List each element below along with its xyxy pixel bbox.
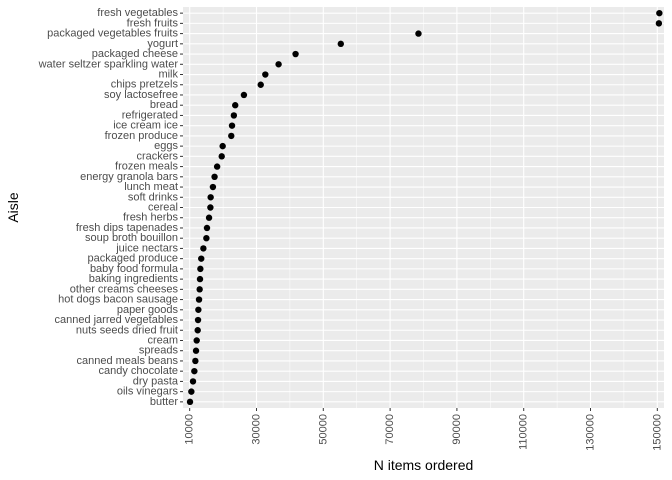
- data-point: [656, 9, 663, 17]
- y-axis-title: Aisle: [5, 192, 21, 223]
- data-point: [218, 153, 225, 160]
- x-tick-label: 50000: [317, 414, 329, 445]
- y-tick-label: fresh dips tapenades: [76, 222, 179, 234]
- x-tick-label: 150000: [651, 414, 663, 451]
- y-tick-label: fresh vegetables: [97, 7, 178, 19]
- data-point: [194, 327, 201, 334]
- data-point: [207, 194, 214, 201]
- data-point: [230, 112, 238, 119]
- data-point: [213, 163, 221, 170]
- y-tick-label: chips pretzels: [111, 79, 179, 91]
- y-tick-label: oils vinegars: [117, 386, 179, 398]
- y-tick-label: water seltzer sparkling water: [38, 58, 179, 70]
- data-point: [207, 204, 214, 211]
- y-tick-label: spreads: [139, 345, 179, 357]
- y-tick-label: yogurt: [147, 38, 178, 50]
- y-tick-label: fresh fruits: [127, 17, 179, 29]
- data-point: [191, 367, 198, 375]
- y-tick-label: eggs: [154, 140, 178, 152]
- data-point: [193, 337, 200, 344]
- data-point: [196, 275, 204, 283]
- x-tick-label: 30000: [250, 414, 262, 445]
- y-tick-label: frozen produce: [105, 130, 178, 142]
- x-tick-label: 130000: [585, 414, 597, 451]
- data-point: [192, 347, 200, 354]
- y-tick-label: other creams cheeses: [70, 283, 179, 295]
- y-tick-label: baking ingredients: [89, 273, 179, 285]
- data-point: [194, 316, 202, 324]
- y-tick-label: fresh herbs: [123, 212, 179, 224]
- y-tick-label: soy lactosefree: [104, 89, 178, 101]
- x-tick-label: 90000: [451, 414, 463, 445]
- data-point: [195, 306, 202, 313]
- data-point: [192, 357, 199, 365]
- y-tick-label: cereal: [148, 202, 178, 214]
- data-point: [219, 142, 226, 150]
- data-point: [262, 71, 269, 78]
- y-tick-label: baby food formula: [90, 263, 179, 275]
- data-point: [203, 234, 210, 242]
- x-tick-label: 10000: [184, 414, 196, 445]
- y-tick-label: nuts seeds dried fruit: [76, 324, 178, 336]
- data-point: [415, 30, 422, 37]
- y-tick-label: packaged vegetables fruits: [47, 28, 178, 40]
- y-tick-label: canned jarred vegetables: [54, 314, 178, 326]
- data-point: [186, 398, 194, 406]
- data-point: [257, 81, 264, 88]
- y-tick-label: butter: [150, 396, 178, 408]
- data-point: [232, 102, 239, 109]
- y-tick-label: energy granola bars: [80, 171, 178, 183]
- data-point: [195, 296, 203, 303]
- data-point: [228, 122, 236, 129]
- data-point: [211, 173, 218, 181]
- data-point: [197, 265, 204, 273]
- y-tick-label: paper goods: [117, 304, 179, 316]
- y-tick-label: juice nectars: [115, 242, 178, 254]
- data-point: [209, 183, 217, 191]
- major-gridlines: [183, 7, 664, 408]
- x-tick-label: 70000: [384, 414, 396, 445]
- y-tick-label: refrigerated: [122, 109, 178, 121]
- y-tick-label: ice cream ice: [113, 120, 178, 132]
- data-point: [292, 50, 299, 58]
- y-tick-label: hot dogs bacon sausage: [58, 294, 178, 306]
- data-points: [186, 9, 663, 406]
- data-point: [275, 61, 282, 68]
- data-point: [228, 132, 235, 140]
- data-point: [200, 245, 207, 252]
- y-tick-label: canned meals beans: [76, 355, 178, 367]
- y-tick-label: lunch meat: [124, 181, 178, 193]
- y-tick-label: soup broth bouillon: [85, 232, 178, 244]
- y-tick-label: crackers: [136, 150, 178, 162]
- data-point: [337, 40, 344, 48]
- x-tick-label: 110000: [518, 414, 530, 450]
- data-point: [655, 20, 663, 27]
- y-tick-label: dry pasta: [133, 375, 179, 387]
- data-point: [203, 224, 211, 232]
- data-point: [189, 378, 197, 385]
- x-axis-title: N items ordered: [374, 457, 474, 473]
- y-tick-label: packaged produce: [87, 253, 178, 265]
- y-tick-label: milk: [158, 69, 178, 81]
- data-point: [205, 214, 213, 221]
- y-tick-label: cream: [147, 334, 178, 346]
- data-point: [240, 91, 248, 99]
- y-tick-label: packaged cheese: [92, 48, 178, 60]
- data-point: [188, 388, 195, 395]
- y-tick-label: candy chocolate: [99, 365, 179, 377]
- y-tick-label: bread: [150, 99, 178, 111]
- data-point: [196, 286, 203, 293]
- y-tick-label: frozen meals: [115, 161, 178, 173]
- data-point: [198, 255, 205, 262]
- y-tick-label: soft drinks: [128, 191, 179, 203]
- x-axis-ticks: 10000 30000 50000 70000 90000 110000 130000 150…: [184, 408, 663, 451]
